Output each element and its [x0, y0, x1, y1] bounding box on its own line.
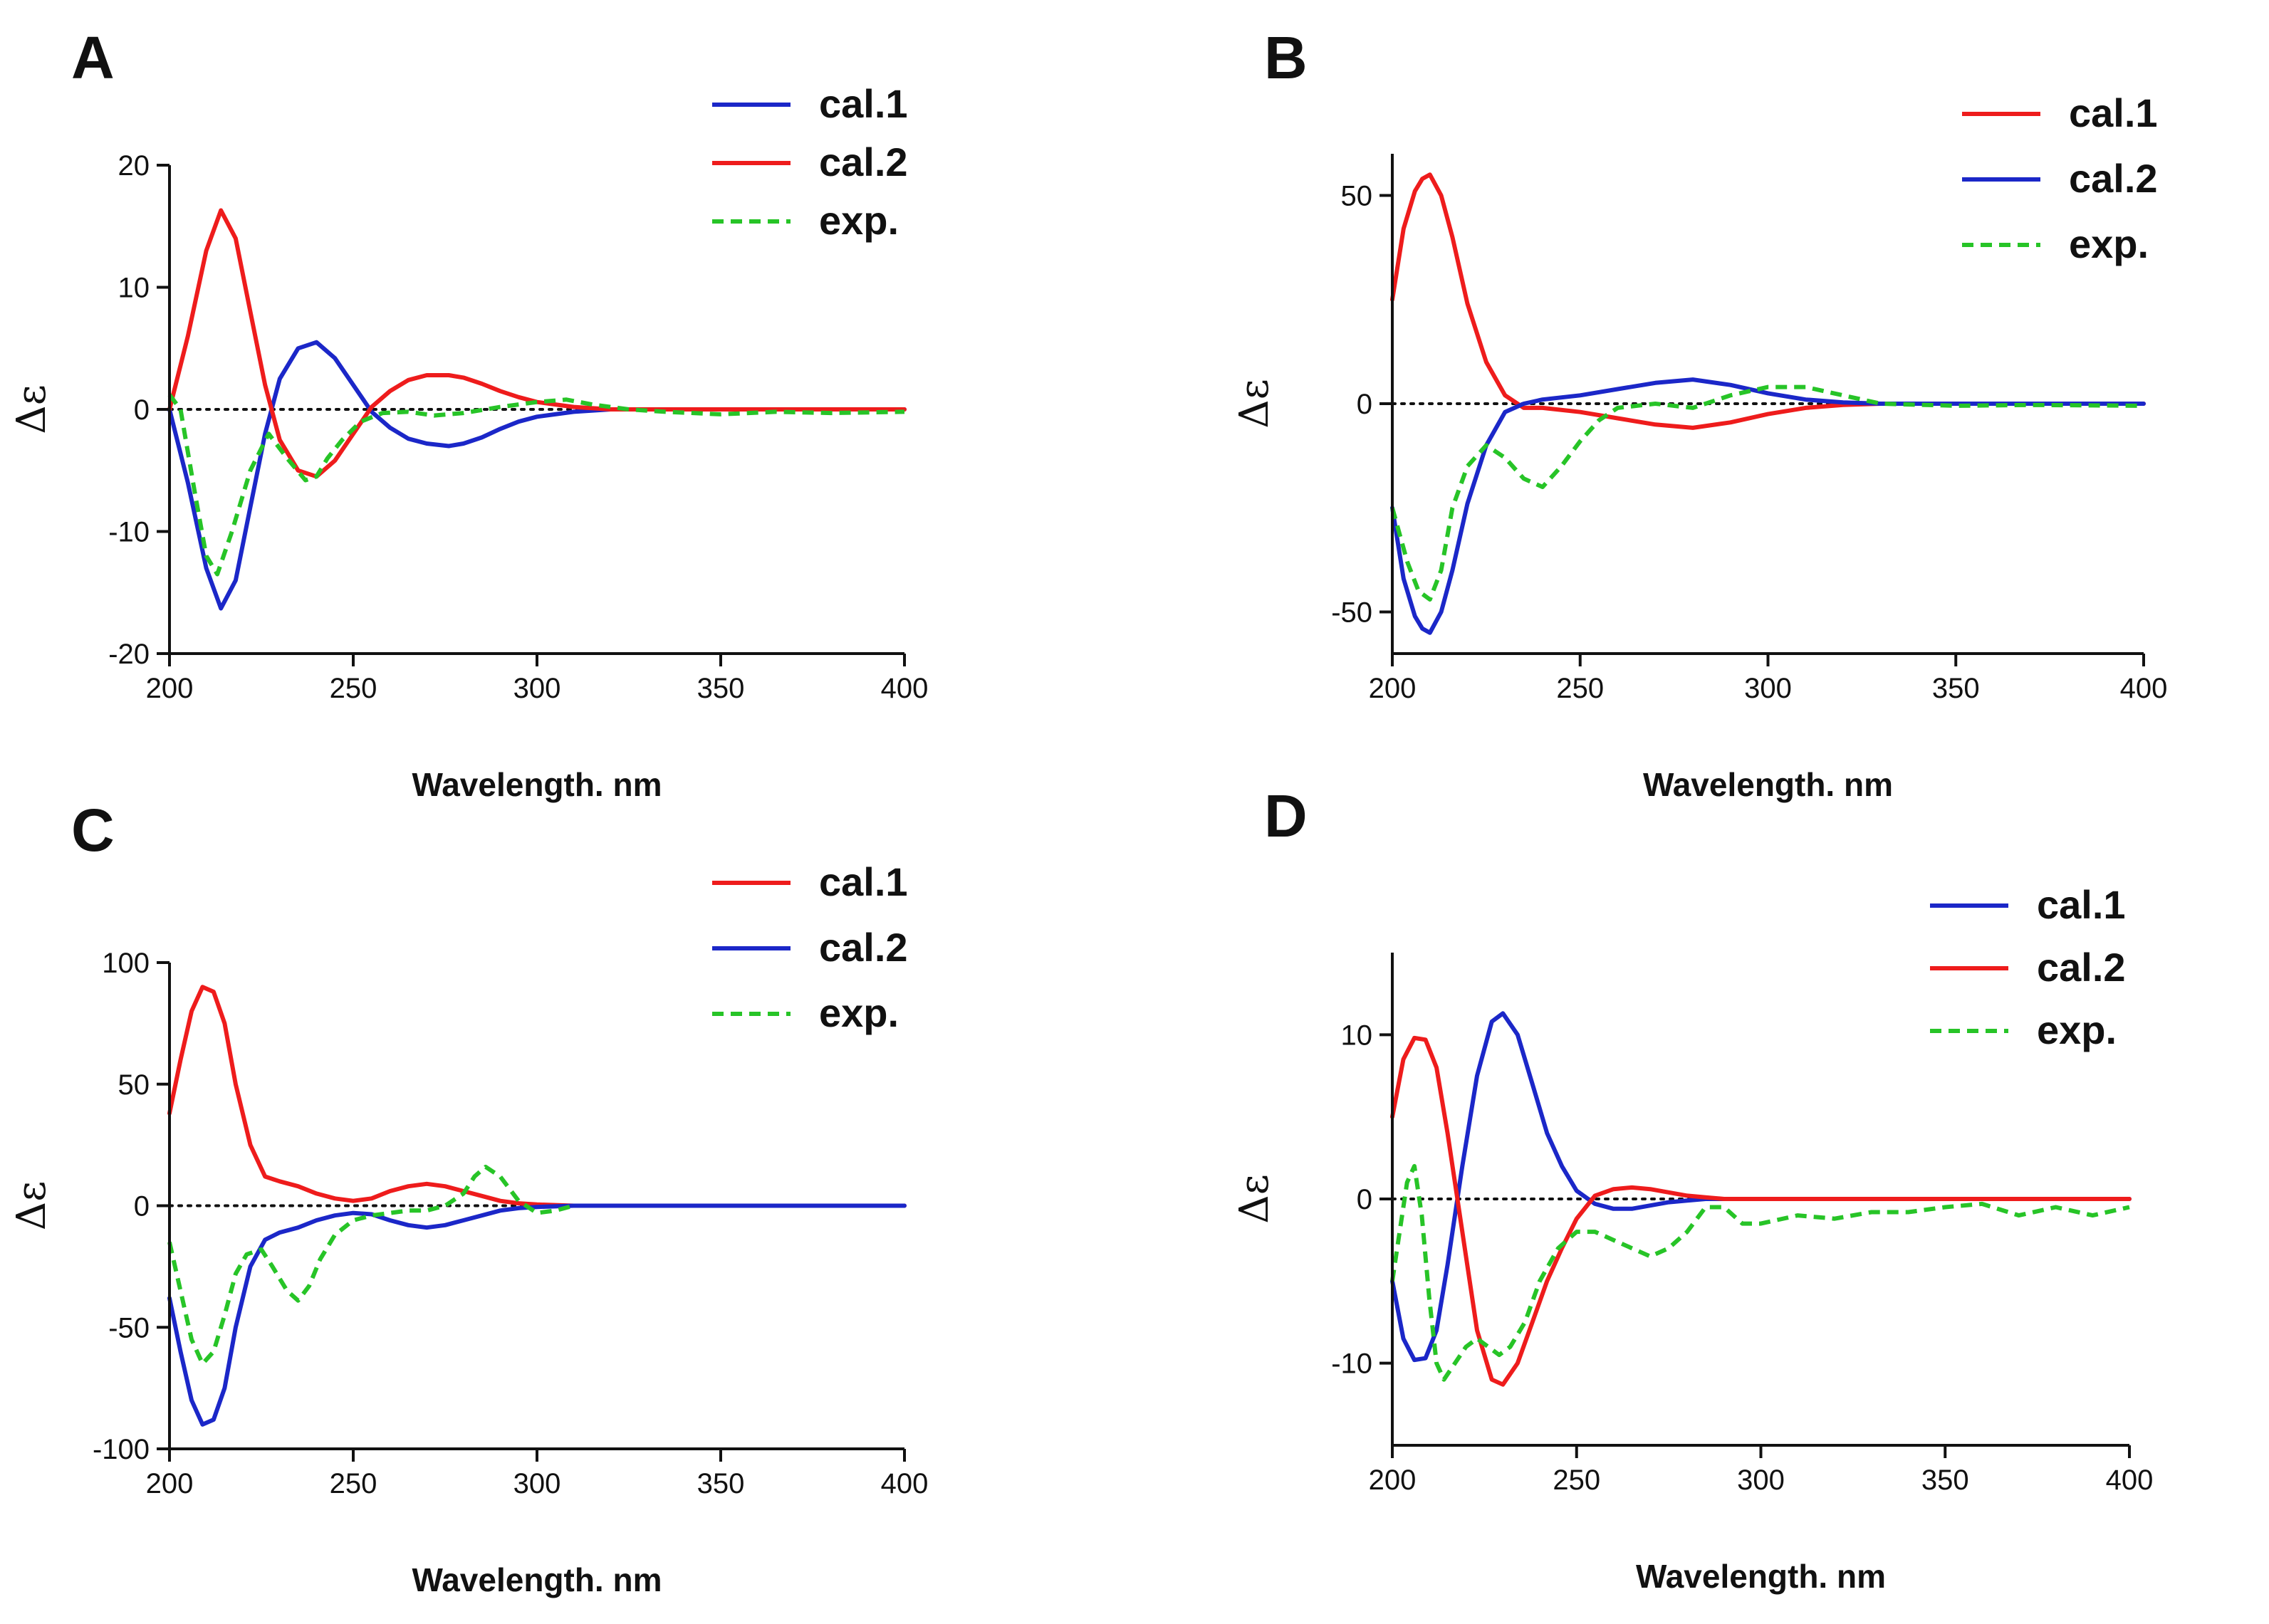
- panel-label: A: [71, 24, 115, 91]
- y-tick-label: 0: [1357, 1184, 1372, 1215]
- series-line-exp: [1390, 384, 2144, 602]
- legend-label: exp.: [2037, 1007, 2117, 1052]
- y-tick-label: 0: [134, 394, 150, 426]
- legend: cal.1 cal.2 exp.: [1962, 90, 2158, 266]
- panel-b: B 200 250 300 350 400 -50 0 50 Wavelength. nm Δε c…: [1231, 24, 2167, 803]
- x-tick-label: 200: [146, 1468, 194, 1499]
- x-tick-label: 200: [146, 673, 194, 704]
- x-tick-label: 300: [513, 1468, 561, 1499]
- series-line-cal1: [1390, 172, 2146, 430]
- x-tick-label: 300: [513, 673, 561, 704]
- y-tick-label: -10: [1331, 1348, 1372, 1380]
- x-tick-label: 300: [1737, 1465, 1785, 1496]
- y-tick-label: -50: [108, 1312, 150, 1343]
- x-axis-title: Wavelength. nm: [1636, 1558, 1886, 1595]
- y-tick-label: 50: [118, 1069, 150, 1101]
- y-tick-label: 100: [102, 948, 150, 979]
- x-tick-label: 200: [1369, 1465, 1417, 1496]
- legend-label: cal.1: [819, 81, 908, 126]
- x-tick-label: 350: [697, 1468, 745, 1499]
- panel-label: C: [71, 797, 115, 864]
- legend-label: exp.: [819, 990, 899, 1035]
- x-tick-label: 300: [1744, 673, 1792, 704]
- legend-label: exp.: [819, 198, 899, 243]
- x-tick-label: 250: [1553, 1465, 1600, 1496]
- x-tick-label: 250: [330, 673, 377, 704]
- x-tick-label: 400: [2106, 1465, 2154, 1496]
- series-line-exp: [167, 393, 905, 577]
- x-tick-label: 250: [330, 1468, 377, 1499]
- x-tick-label: 350: [1932, 673, 1980, 704]
- x-tick-label: 250: [1556, 673, 1604, 704]
- y-axis-title: Δε: [1231, 379, 1278, 428]
- series-line-cal1: [1390, 1011, 2132, 1363]
- y-tick-label: 10: [118, 273, 150, 304]
- y-axis-title: Δε: [9, 1181, 55, 1230]
- x-tick-label: 350: [1921, 1465, 1969, 1496]
- legend-label: cal.1: [2037, 882, 2126, 927]
- y-tick-label: 50: [1341, 181, 1373, 212]
- x-tick-label: 400: [881, 673, 929, 704]
- series-line-cal2: [167, 208, 907, 479]
- series-line-cal2: [167, 1203, 907, 1427]
- panel-label: D: [1264, 782, 1308, 849]
- series-line-cal2: [1390, 377, 2146, 635]
- y-tick-label: -10: [108, 517, 150, 548]
- panel-label: B: [1264, 24, 1308, 91]
- legend: cal.1 cal.2 exp.: [712, 859, 908, 1035]
- x-axis-title: Wavelength. nm: [412, 1561, 662, 1598]
- y-axis-title: Δε: [1231, 1174, 1278, 1223]
- legend: cal.1 cal.2 exp.: [712, 81, 908, 243]
- panel-c: C 200 250 300 350 400 -100 -50 0 50 100 Wavelength…: [9, 797, 928, 1598]
- y-tick-label: -20: [108, 639, 150, 670]
- legend-label: cal.2: [819, 925, 908, 970]
- y-tick-label: 10: [1341, 1020, 1373, 1051]
- y-tick-label: 0: [1357, 389, 1372, 420]
- panel-a: A 200 250 300 350 400 -20 -10 0 10 20 Wavelength. …: [9, 24, 928, 803]
- x-tick-label: 350: [697, 673, 745, 704]
- y-tick-label: -100: [93, 1434, 150, 1465]
- x-axis-title: Wavelength. nm: [412, 766, 662, 803]
- y-axis-title: Δε: [9, 384, 55, 434]
- legend-label: cal.2: [2069, 156, 2158, 201]
- series-line-cal2: [1390, 1035, 2132, 1387]
- x-tick-label: 200: [1369, 673, 1417, 704]
- series-line-cal1: [167, 340, 907, 611]
- series-line-cal1: [167, 985, 907, 1208]
- y-tick-label: 0: [134, 1191, 150, 1222]
- x-axis-title: Wavelength. nm: [1643, 766, 1893, 803]
- legend-label: cal.2: [2037, 945, 2126, 990]
- legend-label: cal.1: [819, 859, 908, 904]
- x-tick-label: 400: [2120, 673, 2168, 704]
- legend-label: cal.1: [2069, 90, 2158, 135]
- legend: cal.1 cal.2 exp.: [1930, 882, 2126, 1052]
- legend-label: exp.: [2069, 221, 2149, 266]
- series-line-exp: [1390, 1163, 2130, 1382]
- series-line-exp: [167, 1164, 575, 1366]
- legend-label: cal.2: [819, 140, 908, 184]
- y-tick-label: -50: [1331, 597, 1372, 629]
- panel-d: D 200 250 300 350 400 -10 0 10 Wavelength. nm Δε c…: [1231, 782, 2153, 1595]
- x-tick-label: 400: [881, 1468, 929, 1499]
- y-tick-label: 20: [118, 150, 150, 182]
